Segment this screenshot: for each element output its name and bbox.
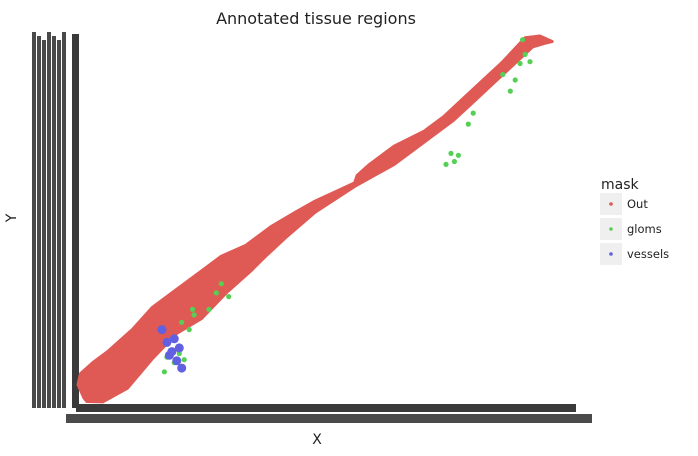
point-gloms (500, 71, 506, 78)
y-tick-label-strip (57, 40, 61, 408)
legend-marker-out (609, 202, 613, 206)
point-gloms (517, 60, 523, 67)
y-tick-label-strip (37, 36, 41, 408)
point-gloms (448, 150, 454, 156)
x-axis-label: X (312, 432, 322, 448)
point-gloms (226, 294, 232, 300)
point-gloms (527, 59, 533, 65)
legend-marker-gloms (609, 227, 613, 231)
point-gloms (186, 327, 192, 333)
series-out-region (76, 34, 554, 404)
point-vessels (164, 350, 174, 360)
point-gloms (520, 37, 526, 43)
legend-marker-vessels (609, 252, 613, 256)
legend: mask Out gloms vessels (600, 177, 669, 265)
point-gloms (465, 121, 471, 127)
point-gloms (191, 312, 197, 318)
point-gloms (507, 88, 513, 94)
point-gloms (218, 281, 224, 287)
legend-label-out: Out (627, 197, 648, 211)
chart-title: Annotated tissue regions (216, 9, 416, 28)
point-vessels (177, 363, 187, 373)
y-tick-label-strip (47, 32, 51, 408)
plot-area (76, 34, 554, 404)
point-gloms (512, 77, 518, 83)
point-gloms (179, 319, 185, 325)
point-gloms (213, 290, 219, 296)
y-tick-label-strip (32, 32, 36, 408)
y-axis-line (72, 34, 79, 408)
y-axis-label: Y (4, 213, 20, 223)
point-gloms (206, 306, 212, 312)
x-axis-line (76, 404, 576, 412)
legend-label-gloms: gloms (627, 222, 662, 236)
x-axis-tick-labels (66, 414, 592, 423)
point-vessels (169, 334, 179, 344)
point-gloms (451, 158, 457, 165)
point-gloms (470, 110, 476, 116)
point-gloms (455, 152, 461, 158)
point-vessels (174, 343, 184, 353)
legend-label-vessels: vessels (627, 247, 669, 261)
y-tick-label-strip (42, 40, 46, 408)
point-vessels (157, 325, 167, 335)
y-tick-label-strip (52, 36, 56, 408)
point-gloms (161, 369, 167, 375)
y-tick-label-strip (62, 32, 66, 408)
point-gloms (181, 357, 187, 363)
point-vessels (172, 356, 182, 366)
point-vessels (162, 337, 172, 347)
point-gloms (522, 51, 528, 58)
point-gloms (443, 161, 449, 167)
point-gloms (190, 306, 196, 312)
legend-title: mask (601, 177, 640, 193)
y-axis-tick-labels (32, 32, 66, 408)
